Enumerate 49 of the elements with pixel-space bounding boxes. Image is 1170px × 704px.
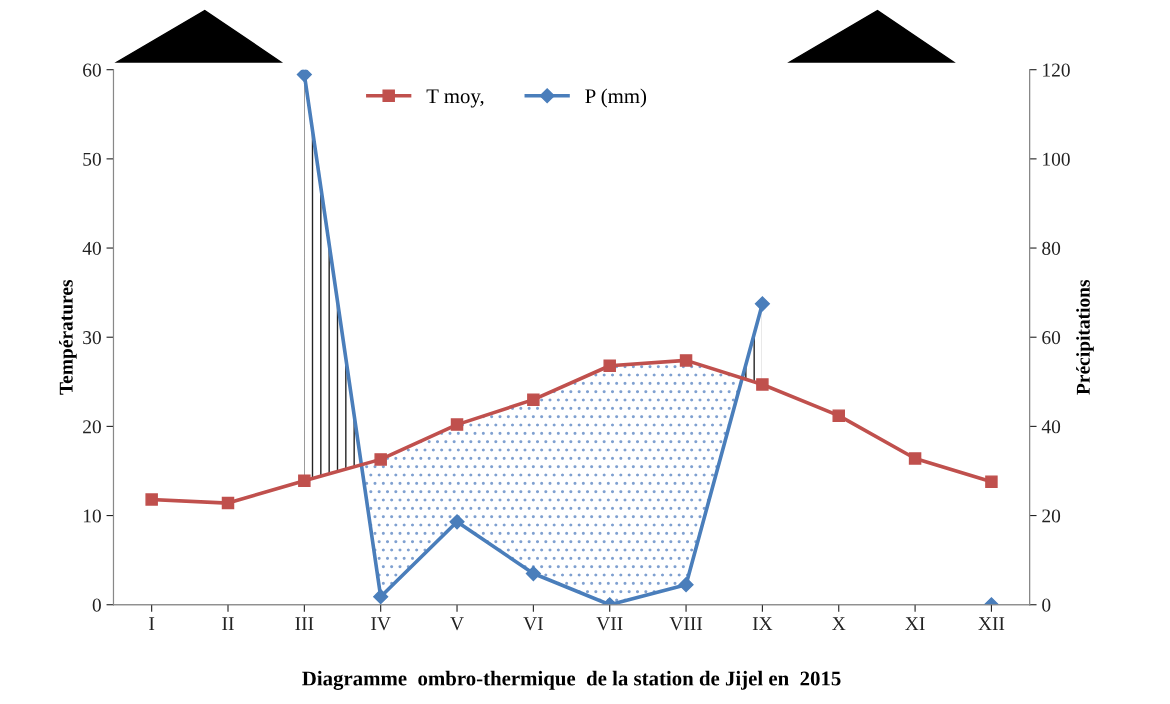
x-tick-label: IV <box>371 617 391 631</box>
x-tick-label: X <box>832 617 846 631</box>
point <box>373 589 389 605</box>
y2-tick-label: 0 <box>1042 598 1051 612</box>
y-tick-label: 30 <box>83 331 101 345</box>
point <box>449 514 465 530</box>
y-tick-label: 10 <box>83 509 101 523</box>
y-tick-label: 50 <box>83 152 101 166</box>
y2-tick-label: 80 <box>1042 241 1061 255</box>
point <box>527 393 540 406</box>
x-tick-label: II <box>222 617 234 631</box>
point <box>754 296 770 312</box>
point <box>450 418 464 431</box>
point <box>679 354 693 367</box>
y2-tick-label: 20 <box>1042 509 1061 523</box>
y2-tick-label: 60 <box>1042 331 1061 345</box>
point <box>908 452 922 465</box>
point <box>374 453 387 466</box>
x-tick-label: VIII <box>669 617 703 631</box>
point <box>985 475 998 488</box>
legend-label: T moy, <box>426 89 484 108</box>
point <box>145 493 158 506</box>
y-tick-label: 0 <box>92 598 101 612</box>
point <box>832 409 845 422</box>
point <box>525 565 541 582</box>
text: Diagramme ombro-thermique de la station de Jijel en 2015 <box>302 670 841 690</box>
x-tick-label: XII <box>978 617 1005 631</box>
x-tick-label: VII <box>596 617 623 631</box>
point <box>298 474 311 488</box>
x-tick-label: IX <box>752 617 773 631</box>
x-tick-label: III <box>295 617 314 631</box>
point <box>221 496 235 510</box>
x-tick-label: I <box>149 617 155 631</box>
y2-axis-title: Précipitations <box>1076 279 1094 395</box>
x-tick-label: V <box>450 617 464 631</box>
point <box>756 378 769 391</box>
point <box>603 359 616 373</box>
y-tick-label: 60 <box>83 63 101 77</box>
y-axis-title: Températures <box>59 279 77 395</box>
x-tick-label: XI <box>905 617 925 631</box>
point <box>678 577 694 593</box>
y2-tick-label: 120 <box>1043 63 1070 77</box>
point <box>296 69 312 83</box>
x-tick-label: VI <box>523 617 543 631</box>
y-tick-label: 20 <box>83 420 101 434</box>
legend-label: P (mm) <box>585 88 647 108</box>
y2-tick-label: 40 <box>1041 420 1061 434</box>
y-tick-label: 40 <box>82 241 101 255</box>
y2-tick-label: 100 <box>1043 152 1070 166</box>
